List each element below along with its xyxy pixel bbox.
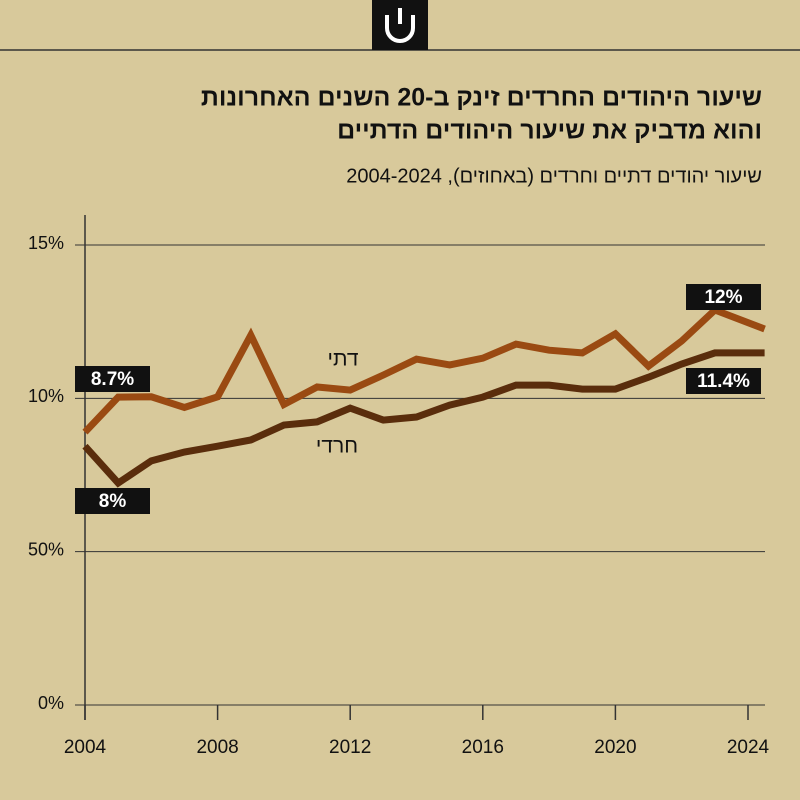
annotation-box [686, 368, 761, 394]
x-tick-label: 2008 [196, 737, 238, 758]
annotation-box [75, 488, 150, 514]
annotation: 8% [99, 491, 127, 512]
x-tick-label: 2004 [64, 737, 107, 758]
annotation-box [686, 284, 761, 310]
series-line [82, 349, 765, 488]
annotation: 12% [704, 287, 742, 308]
logo-mark [385, 15, 415, 43]
y-tick-label: 10% [28, 386, 64, 406]
x-tick-label: 2012 [329, 737, 371, 758]
series-label: דתי [328, 348, 359, 371]
y-tick-label: 50% [28, 539, 64, 559]
chart-title: שיעור היהודים החרדים זינק ב-20 השנים האח… [201, 84, 762, 112]
x-tick-label: 2024 [727, 737, 770, 758]
y-tick-label: 15% [28, 233, 64, 253]
chart-subtitle: שיעור יהודים דתיים וחרדים (באחוזים), 200… [346, 165, 762, 187]
annotation: 8.7% [91, 369, 134, 390]
x-tick-label: 2020 [594, 737, 636, 758]
series-label: חרדי [316, 435, 358, 458]
chart-title: והוא מדביק את שיעור היהודים הדתיים [337, 117, 762, 145]
x-tick-label: 2016 [462, 737, 504, 758]
series-line [82, 305, 766, 435]
annotation: 11.4% [697, 371, 750, 392]
annotation-box [75, 366, 150, 392]
logo-mark [398, 8, 402, 24]
y-tick-label: 0% [38, 693, 64, 713]
